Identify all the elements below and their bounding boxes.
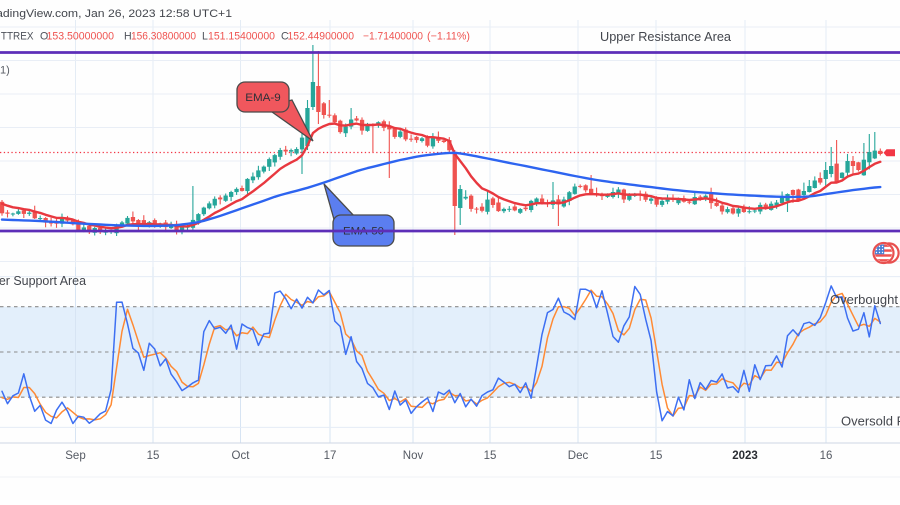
svg-text:15: 15: [484, 450, 497, 462]
svg-text:O: O: [40, 31, 48, 43]
svg-text:156.30800000: 156.30800000: [131, 31, 196, 43]
svg-text:−1.71400000: −1.71400000: [363, 31, 423, 43]
svg-text:C: C: [281, 31, 289, 43]
svg-text:Lower Support Area: Lower Support Area: [0, 273, 87, 288]
svg-text:(−1.11%): (−1.11%): [427, 31, 470, 43]
svg-text:152.44900000: 152.44900000: [288, 31, 355, 43]
svg-text:15: 15: [650, 450, 663, 462]
svg-text:BITTREX: BITTREX: [0, 31, 34, 43]
svg-text:Nov: Nov: [403, 450, 424, 462]
svg-text:EMA-9: EMA-9: [245, 92, 281, 104]
svg-text:16: 16: [820, 450, 833, 462]
svg-text:TradingView.com, Jan 26, 2023: TradingView.com, Jan 26, 2023 12:58 UTC+…: [0, 8, 232, 20]
svg-text:1): 1): [0, 65, 10, 77]
svg-text:Overbought Re: Overbought Re: [830, 292, 900, 307]
svg-text:H: H: [124, 31, 132, 43]
svg-text:Oct: Oct: [232, 450, 251, 462]
svg-text:153.50000000: 153.50000000: [47, 31, 115, 43]
svg-text:Upper Resistance Area: Upper Resistance Area: [600, 29, 732, 44]
svg-text:L: L: [202, 31, 208, 43]
svg-text:Oversold Re: Oversold Re: [841, 414, 900, 429]
svg-text:Dec: Dec: [568, 450, 589, 462]
svg-text:2023: 2023: [732, 450, 758, 462]
svg-text:15: 15: [147, 450, 160, 462]
svg-text:17: 17: [324, 450, 337, 462]
svg-text:Sep: Sep: [65, 450, 85, 462]
svg-text:151.15400000: 151.15400000: [208, 31, 275, 43]
